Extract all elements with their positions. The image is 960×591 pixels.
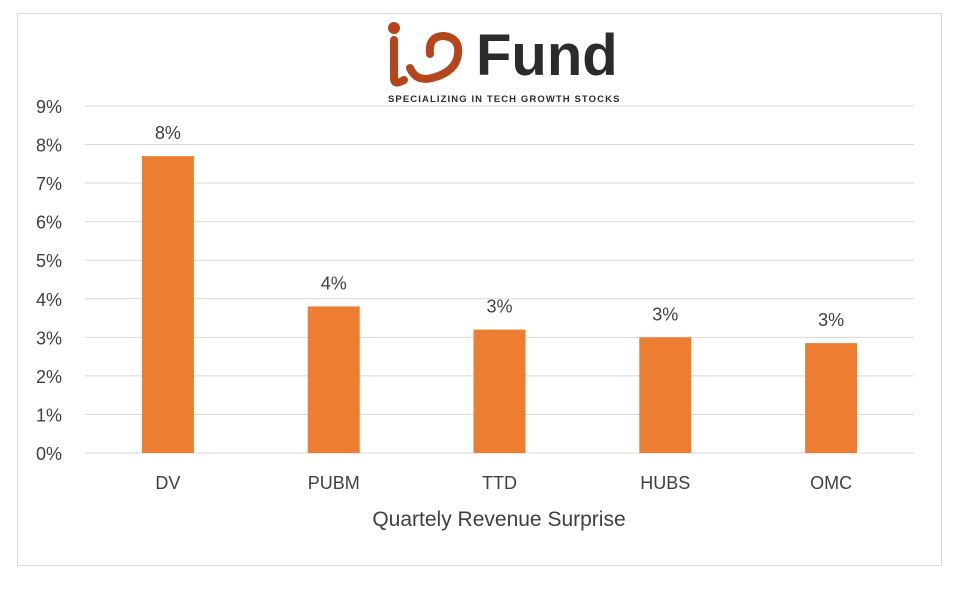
y-tick-label: 9%: [36, 97, 62, 117]
x-axis-tick-labels: DV PUBM TTD HUBS OMC: [155, 473, 852, 493]
data-label: 4%: [321, 273, 347, 293]
y-tick-label: 5%: [36, 251, 62, 271]
bars: [141, 156, 858, 453]
x-tick-label: OMC: [810, 473, 852, 493]
y-tick-label: 1%: [36, 405, 62, 425]
data-label: 8%: [155, 123, 181, 143]
data-labels: 8% 4% 3% 3% 3%: [155, 123, 844, 330]
data-label: 3%: [818, 310, 844, 330]
x-tick-label: HUBS: [640, 473, 690, 493]
y-axis-tick-labels: 0% 1% 2% 3% 4% 5% 6% 7% 8% 9%: [36, 97, 62, 464]
x-tick-label: DV: [155, 473, 180, 493]
y-tick-label: 3%: [36, 328, 62, 348]
y-tick-label: 0%: [36, 444, 62, 464]
y-tick-label: 4%: [36, 290, 62, 310]
y-tick-label: 7%: [36, 174, 62, 194]
bar-omc: [805, 343, 858, 453]
logo-wordmark: Fund: [476, 23, 618, 88]
bar-pubm: [307, 306, 360, 453]
io-logo-mark-icon: [388, 22, 463, 87]
x-axis-label: Quartely Revenue Surprise: [372, 508, 625, 531]
io-fund-logo: Fund SPECIALIZING IN TECH GROWTH STOCKS: [386, 20, 646, 110]
bar-ttd: [473, 329, 526, 453]
data-label: 3%: [486, 297, 512, 317]
logo-tagline: SPECIALIZING IN TECH GROWTH STOCKS: [388, 94, 621, 105]
bar-hubs: [639, 337, 692, 453]
x-tick-label: TTD: [482, 473, 517, 493]
y-tick-label: 2%: [36, 367, 62, 387]
data-label: 3%: [652, 304, 678, 324]
y-tick-label: 6%: [36, 213, 62, 233]
bar-dv: [141, 156, 194, 453]
y-tick-label: 8%: [36, 136, 62, 156]
x-tick-label: PUBM: [308, 473, 360, 493]
